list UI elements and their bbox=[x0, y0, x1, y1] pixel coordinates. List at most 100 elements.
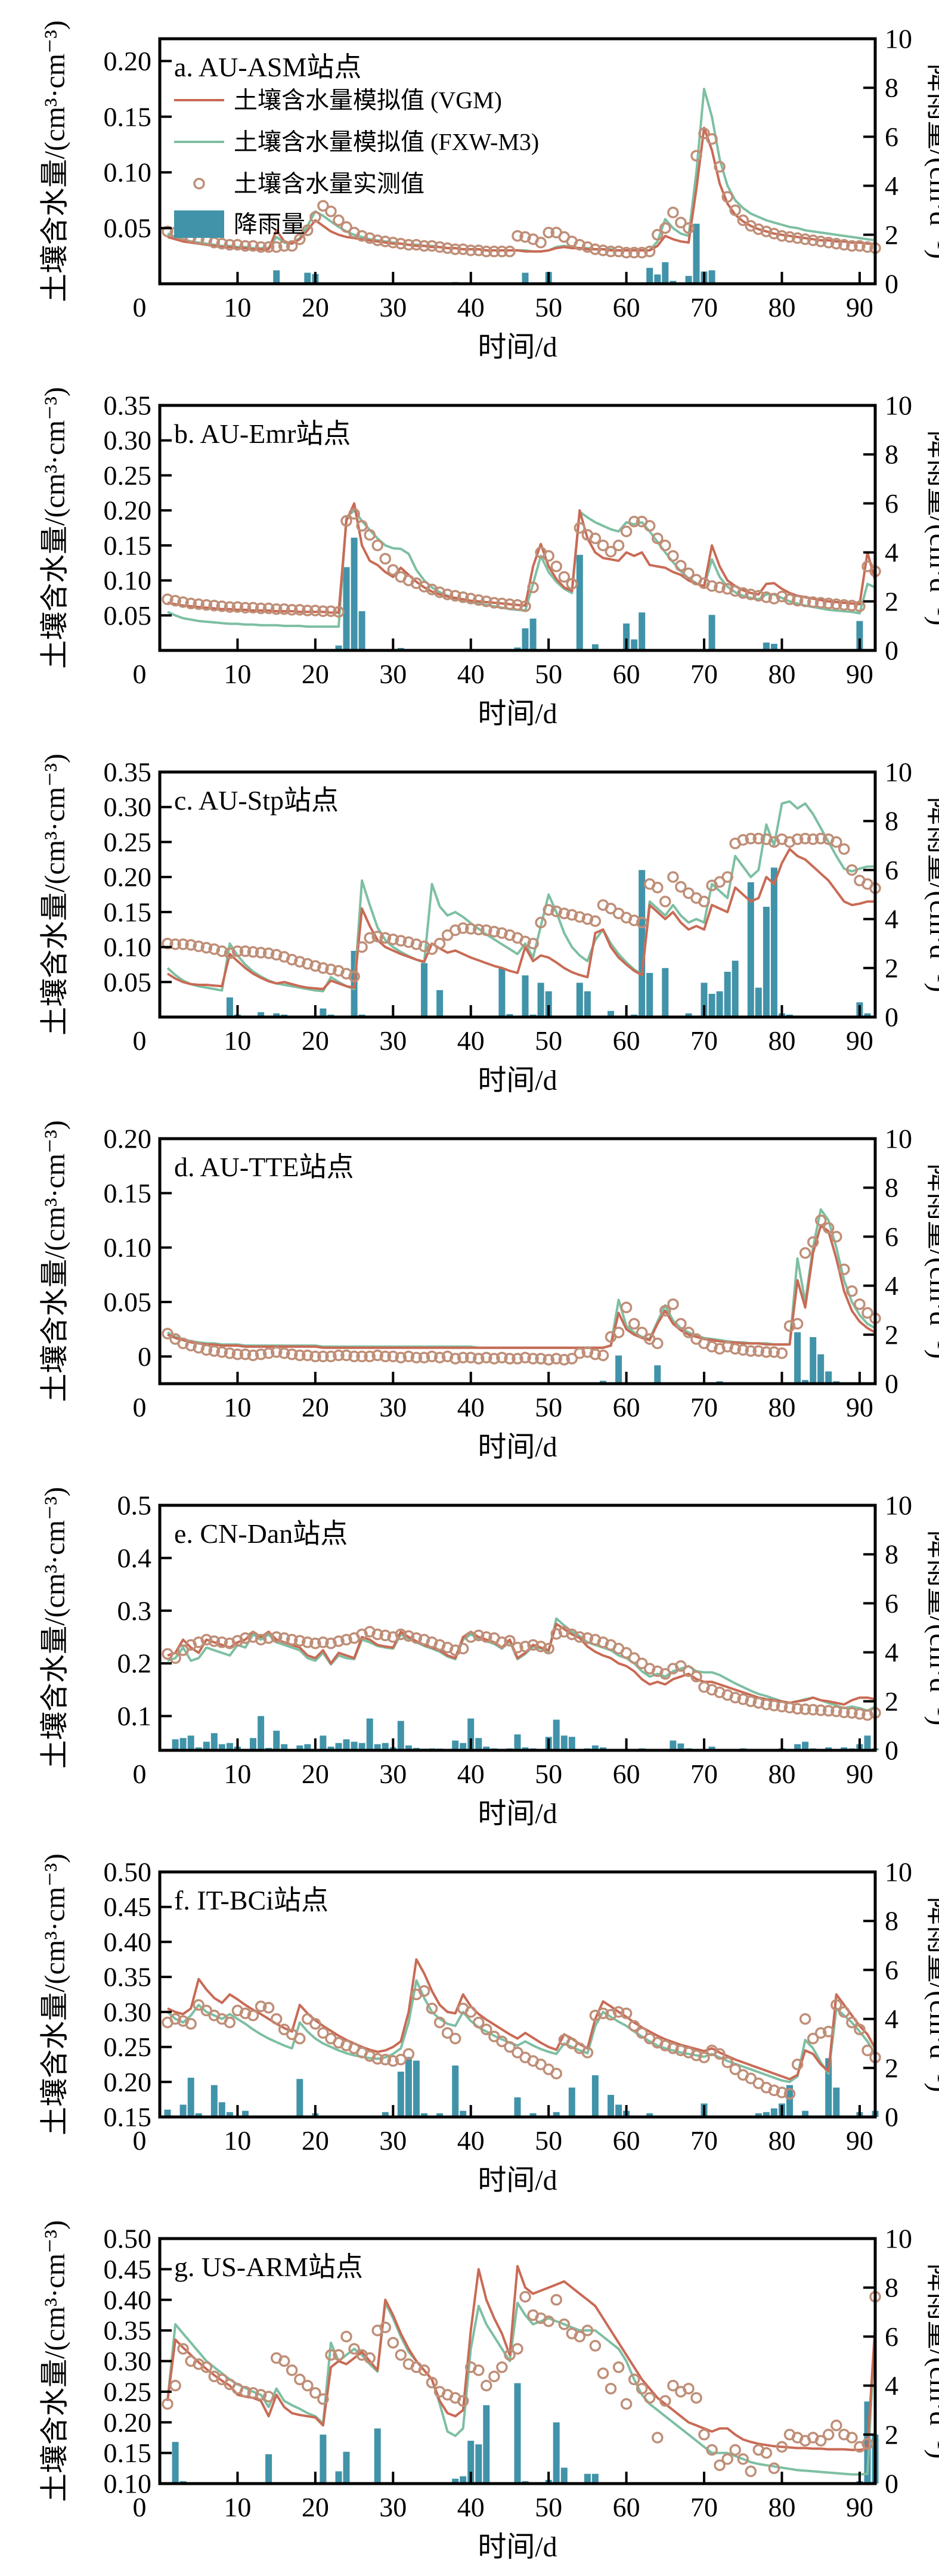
svg-text:6: 6 bbox=[885, 488, 898, 519]
svg-text:90: 90 bbox=[846, 2492, 873, 2522]
svg-text:0.50: 0.50 bbox=[104, 1857, 152, 1887]
svg-text:0.25: 0.25 bbox=[104, 827, 152, 857]
svg-text:0.35: 0.35 bbox=[104, 390, 152, 421]
y-axis-left: 0.050.100.150.20 bbox=[104, 46, 172, 243]
y-axis-left: 00.050.100.150.20 bbox=[104, 1124, 172, 1372]
subplot-f: f. IT-BCi站点 0.150.200.250.300.350.400.45… bbox=[24, 1843, 939, 2200]
svg-text:2: 2 bbox=[885, 1319, 898, 1350]
svg-text:0.05: 0.05 bbox=[104, 213, 152, 243]
svg-text:0.05: 0.05 bbox=[104, 600, 152, 631]
svg-text:50: 50 bbox=[535, 1392, 562, 1422]
svg-text:20: 20 bbox=[302, 2125, 329, 2156]
svg-text:10: 10 bbox=[224, 1759, 251, 1789]
svg-text:30: 30 bbox=[379, 1025, 407, 1056]
svg-text:4: 4 bbox=[885, 2004, 898, 2034]
svg-text:30: 30 bbox=[379, 2125, 407, 2156]
x-axis-title: 时间/d bbox=[478, 331, 557, 363]
svg-text:60: 60 bbox=[613, 292, 640, 323]
subplot-title: g. US-ARM站点 bbox=[174, 2252, 363, 2282]
svg-text:60: 60 bbox=[613, 1025, 640, 1056]
svg-text:土壤含水量模拟值 (VGM): 土壤含水量模拟值 (VGM) bbox=[234, 87, 502, 114]
svg-text:8: 8 bbox=[885, 73, 898, 103]
svg-text:20: 20 bbox=[302, 659, 329, 689]
svg-text:0.15: 0.15 bbox=[104, 2438, 152, 2468]
svg-text:0.5: 0.5 bbox=[117, 1490, 152, 1521]
svg-text:90: 90 bbox=[846, 1025, 873, 1056]
svg-text:6: 6 bbox=[885, 1588, 898, 1619]
svg-text:4: 4 bbox=[885, 1637, 898, 1667]
svg-text:10: 10 bbox=[224, 2125, 251, 2156]
svg-text:0.1: 0.1 bbox=[117, 1701, 152, 1731]
x-axis-title: 时间/d bbox=[478, 2531, 557, 2563]
y-axis-left: 0.050.100.150.200.250.300.35 bbox=[104, 390, 172, 631]
svg-text:2: 2 bbox=[885, 2419, 898, 2450]
svg-text:4: 4 bbox=[885, 537, 898, 568]
svg-text:6: 6 bbox=[885, 1955, 898, 1985]
svg-text:50: 50 bbox=[535, 1759, 562, 1789]
svg-text:10: 10 bbox=[224, 1392, 251, 1422]
svg-text:0.20: 0.20 bbox=[104, 862, 152, 892]
svg-text:8: 8 bbox=[885, 806, 898, 836]
svg-text:10: 10 bbox=[224, 292, 251, 323]
svg-text:2: 2 bbox=[885, 219, 898, 250]
chart-canvas-f: 0.150.200.250.300.350.400.450.5002468100… bbox=[24, 1843, 939, 2200]
svg-text:0.35: 0.35 bbox=[104, 1962, 152, 1992]
subplot-title: f. IT-BCi站点 bbox=[174, 1885, 329, 1915]
svg-text:10: 10 bbox=[885, 1857, 912, 1887]
svg-text:0: 0 bbox=[133, 2125, 147, 2156]
svg-text:30: 30 bbox=[379, 1392, 407, 1422]
svg-text:0.10: 0.10 bbox=[104, 157, 152, 188]
svg-text:80: 80 bbox=[768, 2492, 795, 2522]
soil-moisture-figure: a. AU-ASM站点 0.050.100.150.20024681001020… bbox=[0, 10, 939, 2566]
svg-text:0.35: 0.35 bbox=[104, 2315, 152, 2346]
svg-text:0: 0 bbox=[133, 292, 147, 323]
svg-text:90: 90 bbox=[846, 1759, 873, 1789]
svg-text:10: 10 bbox=[885, 757, 912, 788]
svg-text:40: 40 bbox=[457, 1759, 485, 1789]
x-axis-title: 时间/d bbox=[478, 1798, 557, 1830]
y-axis-left: 0.100.150.200.250.300.350.400.450.50 bbox=[104, 2224, 172, 2499]
svg-text:8: 8 bbox=[885, 439, 898, 470]
subplot-title: c. AU-Stp站点 bbox=[174, 785, 339, 816]
svg-text:0: 0 bbox=[885, 636, 898, 666]
y-axis-left-title: 土壤含水量/(cm³·cm⁻³) bbox=[39, 1120, 71, 1402]
svg-text:0.15: 0.15 bbox=[104, 897, 152, 927]
svg-text:土壤含水量模拟值 (FXW-M3): 土壤含水量模拟值 (FXW-M3) bbox=[234, 129, 539, 156]
svg-text:20: 20 bbox=[302, 1392, 329, 1422]
legend: 土壤含水量模拟值 (VGM)土壤含水量模拟值 (FXW-M3)土壤含水量实测值降… bbox=[174, 87, 539, 238]
svg-text:4: 4 bbox=[885, 2370, 898, 2401]
svg-text:0: 0 bbox=[885, 1369, 898, 1399]
svg-text:8: 8 bbox=[885, 1539, 898, 1570]
x-axis-title: 时间/d bbox=[478, 1065, 557, 1096]
svg-text:0.30: 0.30 bbox=[104, 2346, 152, 2376]
svg-text:0: 0 bbox=[133, 1025, 147, 1056]
svg-text:2: 2 bbox=[885, 586, 898, 616]
svg-text:40: 40 bbox=[457, 2492, 485, 2522]
svg-text:0.40: 0.40 bbox=[104, 1927, 152, 1957]
svg-text:0.20: 0.20 bbox=[104, 2407, 152, 2438]
svg-text:0.35: 0.35 bbox=[104, 757, 152, 788]
svg-text:6: 6 bbox=[885, 1222, 898, 1252]
y-axis-left-title: 土壤含水量/(cm³·cm⁻³) bbox=[39, 754, 71, 1036]
svg-text:80: 80 bbox=[768, 2125, 795, 2156]
svg-text:30: 30 bbox=[379, 1759, 407, 1789]
svg-text:6: 6 bbox=[885, 2321, 898, 2352]
svg-text:0.45: 0.45 bbox=[104, 1892, 152, 1922]
svg-text:70: 70 bbox=[690, 659, 718, 689]
svg-text:0.40: 0.40 bbox=[104, 2284, 152, 2315]
svg-text:2: 2 bbox=[885, 953, 898, 983]
observed-points bbox=[163, 1627, 880, 1720]
observed-points bbox=[163, 2292, 880, 2476]
subplot-title: b. AU-Emr站点 bbox=[174, 419, 351, 449]
svg-text:80: 80 bbox=[768, 1392, 795, 1422]
rain-bars bbox=[227, 867, 871, 1017]
svg-text:4: 4 bbox=[885, 1270, 898, 1301]
